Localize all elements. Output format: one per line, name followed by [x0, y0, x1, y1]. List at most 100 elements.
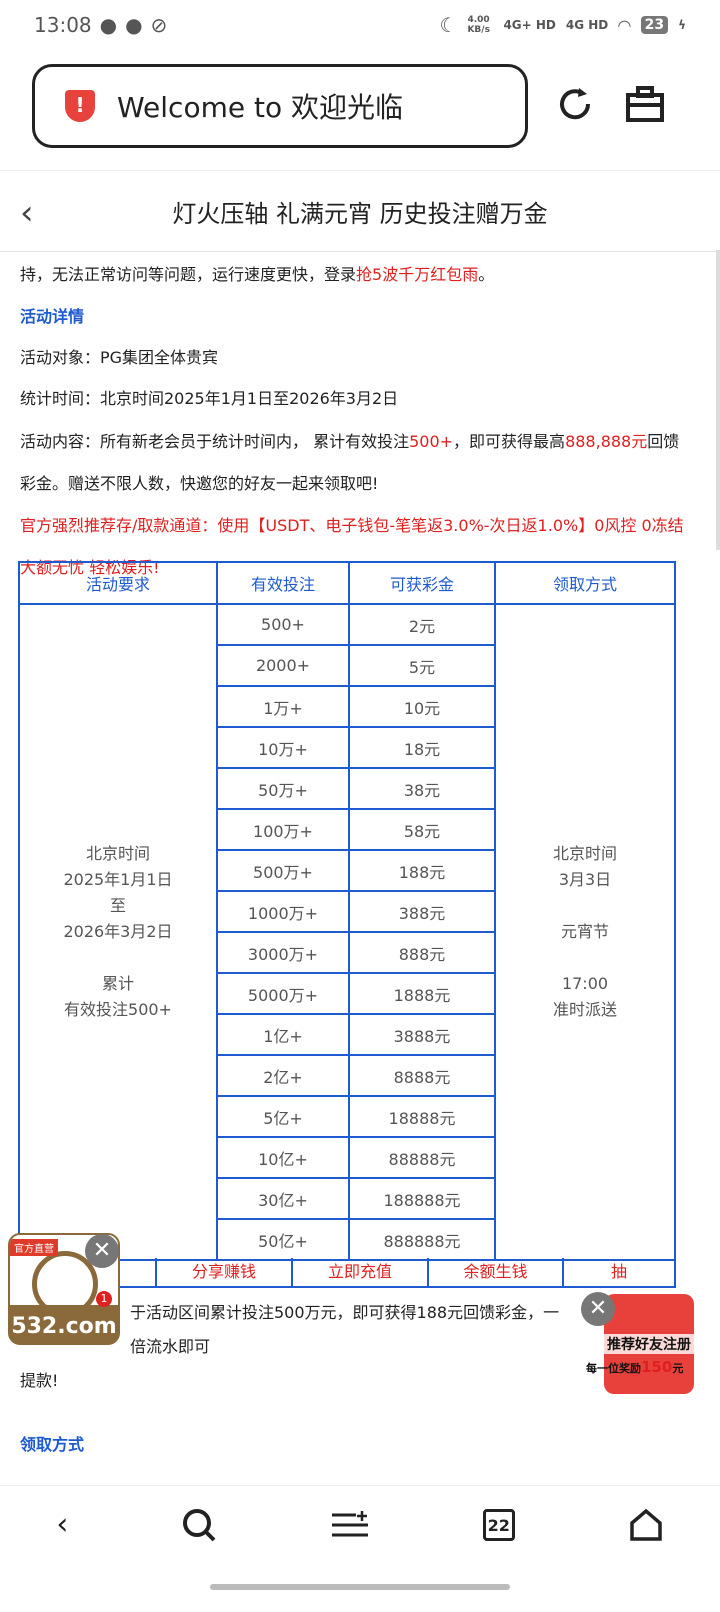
text: 。 [478, 265, 495, 284]
section-title: 活动详情 [20, 307, 85, 326]
bet-cell: 500+ [216, 603, 350, 646]
signal-2: 4G HD [565, 18, 609, 32]
requirement-line: 至 [109, 896, 126, 915]
bonus-cell: 8888元 [348, 1054, 496, 1097]
bet-cell: 5000万+ [216, 972, 350, 1015]
url-text[interactable]: Welcome to 欢迎光临 [117, 91, 403, 124]
section-title: 领取方式 [20, 1435, 85, 1454]
red-highlight: 500+ [409, 432, 454, 451]
link-balance[interactable]: 余额生钱 [429, 1258, 564, 1286]
bet-cell: 50万+ [216, 767, 350, 810]
col-header: 有效投注 [216, 561, 350, 605]
red-highlight: 888,888元 [565, 432, 648, 451]
text: 回馈彩金。赠送不限人数，快邀您的好友一起来领取吧! [20, 432, 680, 493]
table-row: 1亿+ 3888元 [19, 1013, 675, 1056]
message-icon: ● [99, 13, 118, 37]
search-icon[interactable] [181, 1507, 217, 1543]
reward-table: 活动要求 有效投注 可获彩金 领取方式 北京时间 2025年1月1日至 2026年3… [18, 561, 676, 1261]
col-header: 活动要求 [18, 561, 218, 605]
scrollbar[interactable] [716, 250, 720, 550]
bonus-cell: 188元 [348, 849, 496, 892]
table-row: 100万+ 58元 [19, 808, 675, 851]
bet-cell: 2000+ [216, 644, 350, 687]
tabs-button[interactable]: 22 [482, 1508, 515, 1541]
table-row: 5000万+ 1888元 [19, 972, 675, 1015]
table-row: 50亿+ 888888元 [19, 1218, 675, 1261]
clock: 13:08 [34, 13, 92, 37]
bet-cell: 2亿+ [216, 1054, 350, 1097]
back-icon[interactable]: ‹ [20, 193, 34, 233]
bet-cell: 500万+ [216, 849, 350, 892]
menu-icon[interactable] [330, 1507, 370, 1543]
bonus-cell: 188888元 [348, 1177, 496, 1220]
table-row: 500万+ 188元 [19, 849, 675, 892]
bonus-cell: 10元 [348, 685, 496, 728]
close-ad-right-icon[interactable]: ✕ [581, 1292, 615, 1326]
home-icon[interactable] [628, 1507, 664, 1543]
requirement-line: 累计 [101, 974, 134, 993]
link-lottery[interactable]: 抽 [610, 1262, 627, 1281]
gesture-bar[interactable] [210, 1584, 510, 1590]
app-icon: ⊘ [150, 13, 168, 37]
bet-cell: 1000万+ [216, 890, 350, 933]
bonus-cell: 88888元 [348, 1136, 496, 1179]
action-links: 分享赚钱 立即充值 余额生钱 抽 [18, 1258, 676, 1288]
table-row: 3000万+ 888元 [19, 931, 675, 974]
article-content: 持，无法正常访问等问题，运行速度更快，登录抢5波千万红包雨。 活动详情 活动对象… [20, 256, 690, 589]
bonus-cell: 3888元 [348, 1013, 496, 1056]
requirement-line: 2025年1月1日 [63, 870, 173, 889]
bet-cell: 1万+ [216, 685, 350, 728]
floating-ad-right[interactable]: 推荐好友注册 每一位奖励150元 [584, 1294, 714, 1394]
reload-icon[interactable] [555, 84, 595, 124]
bet-cell: 50亿+ [216, 1218, 350, 1261]
table-row: 30亿+ 188888元 [19, 1177, 675, 1220]
claim-line [496, 893, 674, 919]
example-text: 于活动区间累计投注500万元，即可获得188元回馈彩金，一倍流水即可 [130, 1303, 560, 1356]
claim-cell: 北京时间 3月3日 元宵节 17:00 准时派送 [494, 603, 676, 1261]
ad-sub: 每一位奖励150元 [586, 1358, 683, 1376]
close-ad-left-icon[interactable]: ✕ [85, 1234, 119, 1268]
claim-line [496, 945, 674, 971]
claim-line: 3月3日 [558, 870, 612, 889]
net-speed: 4.00 KB/s [467, 15, 490, 35]
col-header: 可获彩金 [348, 561, 496, 605]
amount: 150 [641, 1358, 673, 1376]
table-row: 10亿+ 88888元 [19, 1136, 675, 1179]
table-row: 北京时间 2025年1月1日至 2026年3月2日 累计 有效投注500+ 500+ 2元北… [18, 603, 676, 1261]
back-nav-icon[interactable]: ‹ [56, 1507, 69, 1542]
bonus-cell: 5元 [348, 644, 496, 687]
example-text-2: 提款! [20, 1371, 59, 1390]
link-hidden[interactable] [20, 1258, 157, 1286]
shield-warning-icon[interactable]: ! [65, 90, 95, 122]
bet-cell: 10万+ [216, 726, 350, 769]
link-deposit[interactable]: 立即充值 [293, 1258, 429, 1286]
ad-tag: 官方直营 [10, 1239, 58, 1256]
table-row: 1万+ 10元 [19, 685, 675, 728]
bonus-cell: 888元 [348, 931, 496, 974]
requirement-line: 2026年3月2日 [63, 922, 173, 941]
requirement-line [20, 945, 216, 971]
claim-line: 17:00 [561, 974, 609, 993]
bet-cell: 1亿+ [216, 1013, 350, 1056]
ad-title: 推荐好友注册 [584, 1334, 714, 1354]
text: 活动内容：所有新老会员于统计时间内， 累计有效投注 [20, 432, 410, 451]
toolbox-icon[interactable] [625, 84, 665, 124]
table-row: 1000万+ 388元 [19, 890, 675, 933]
requirement-line: 有效投注500+ [64, 1000, 172, 1019]
text: 持，无法正常访问等问题，运行速度更快，登录 [20, 265, 357, 284]
link-share[interactable]: 分享赚钱 [157, 1258, 293, 1286]
bet-cell: 30亿+ [216, 1177, 350, 1220]
bet-cell: 10亿+ [216, 1136, 350, 1179]
bonus-cell: 18888元 [348, 1095, 496, 1138]
activity-desc: 活动内容：所有新老会员于统计时间内， 累计有效投注500+，即可获得最高888,… [20, 421, 690, 505]
bonus-cell: 2元 [348, 603, 496, 646]
bottom-nav: ‹ 22 [0, 1485, 720, 1563]
page-title: 灯火压轴 礼满元宵 历史投注赠万金 [172, 199, 548, 228]
bet-cell: 5亿+ [216, 1095, 350, 1138]
after-table: 于活动区间累计投注500万元，即可获得188元回馈彩金，一倍流水即可 提款! 领… [20, 1296, 700, 1462]
claim-line: 元宵节 [560, 922, 609, 941]
bonus-cell: 1888元 [348, 972, 496, 1015]
signal-1: 4G+ HD [503, 18, 556, 32]
url-bar[interactable]: ! Welcome to 欢迎光临 [32, 64, 528, 148]
moon-icon: ☾ [439, 13, 458, 37]
